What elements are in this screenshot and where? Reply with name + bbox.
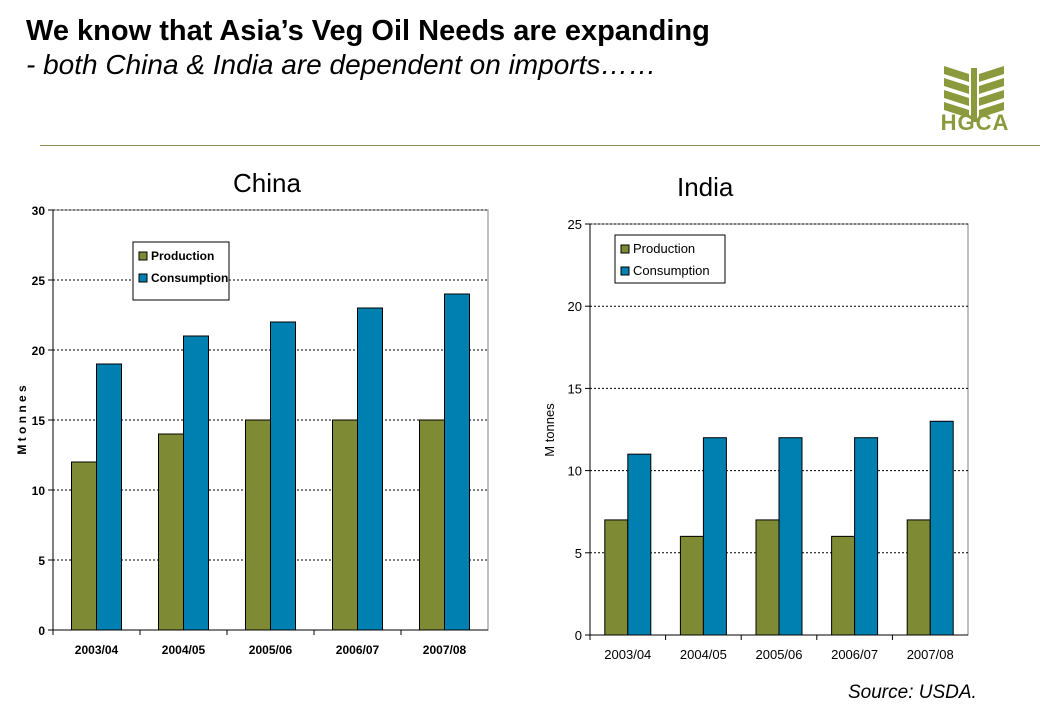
wheat-logo-icon: [944, 66, 1004, 122]
consumption-bar: [183, 335, 209, 631]
y-tick-label: 10: [32, 484, 46, 498]
y-tick-label: 5: [38, 554, 45, 568]
production-bar: [332, 419, 358, 631]
header-divider: [40, 145, 1040, 146]
consumption-bar: [627, 453, 652, 636]
legend-box: [614, 234, 726, 284]
consumption-bar: [357, 307, 383, 631]
x-tick-label: 2005/06: [756, 647, 803, 662]
consumption-bar: [96, 363, 122, 631]
y-tick-label: 0: [38, 624, 45, 638]
x-tick-label: 2006/07: [336, 643, 380, 657]
legend-swatch-production: [138, 251, 148, 261]
production-bar: [906, 519, 931, 636]
y-tick-label: 10: [568, 464, 582, 479]
y-tick-label: 20: [568, 299, 582, 314]
production-bar: [831, 535, 856, 636]
india-chart: 0 5 10 15 20 25 2003/04 2004/05 2005/06 2006/07 20…: [542, 217, 969, 662]
consumption-bar: [444, 293, 470, 631]
india-chart-title: India: [677, 172, 734, 202]
y-tick-label: 5: [575, 546, 582, 561]
production-bar: [604, 519, 629, 636]
consumption-bar: [778, 437, 803, 636]
x-tick-label: 2003/04: [75, 643, 119, 657]
production-bar: [71, 461, 97, 631]
y-tick-label: 15: [568, 381, 582, 396]
china-chart: 0 5 10 15 20 25 30 2003/04 2004/05 2005/06 2006/07…: [15, 204, 489, 657]
y-tick-label: 25: [32, 274, 46, 288]
production-bar: [679, 535, 704, 636]
consumption-bar: [270, 321, 296, 631]
production-bar: [158, 433, 184, 631]
y-tick-label: 25: [568, 217, 582, 232]
page-subtitle: - both China & India are dependent on im…: [26, 49, 657, 80]
x-tick-label: 2003/04: [604, 647, 651, 662]
y-axis-label: M tonnes: [542, 403, 557, 457]
x-tick-label: 2007/08: [907, 647, 954, 662]
y-axis-label: M t o n n e s: [15, 385, 29, 455]
legend-label: Consumption: [633, 263, 710, 278]
consumption-bar: [929, 420, 954, 636]
legend-label: Production: [151, 249, 214, 263]
legend-swatch-consumption: [138, 273, 148, 283]
production-bar: [419, 419, 445, 631]
china-chart-title: China: [233, 168, 301, 198]
x-tick-label: 2004/05: [162, 643, 206, 657]
legend-label: Consumption: [151, 271, 228, 285]
page-title: We know that Asia’s Veg Oil Needs are ex…: [26, 15, 710, 47]
consumption-bar: [854, 437, 879, 636]
y-tick-label: 15: [32, 414, 46, 428]
y-tick-label: 20: [32, 344, 46, 358]
consumption-bar: [702, 437, 727, 636]
legend-box: [132, 241, 230, 301]
source-note: Source: USDA.: [848, 682, 977, 703]
x-tick-label: 2006/07: [831, 647, 878, 662]
y-tick-label: 30: [32, 204, 46, 218]
x-tick-label: 2007/08: [423, 643, 467, 657]
legend-label: Production: [633, 241, 695, 256]
y-tick-label: 0: [575, 628, 582, 643]
production-bar: [245, 419, 271, 631]
production-bar: [755, 519, 780, 636]
x-tick-label: 2005/06: [249, 643, 293, 657]
logo-text: HGCA: [940, 110, 1010, 135]
legend-swatch-production: [620, 244, 630, 254]
x-tick-label: 2004/05: [680, 647, 727, 662]
legend-swatch-consumption: [620, 266, 630, 276]
